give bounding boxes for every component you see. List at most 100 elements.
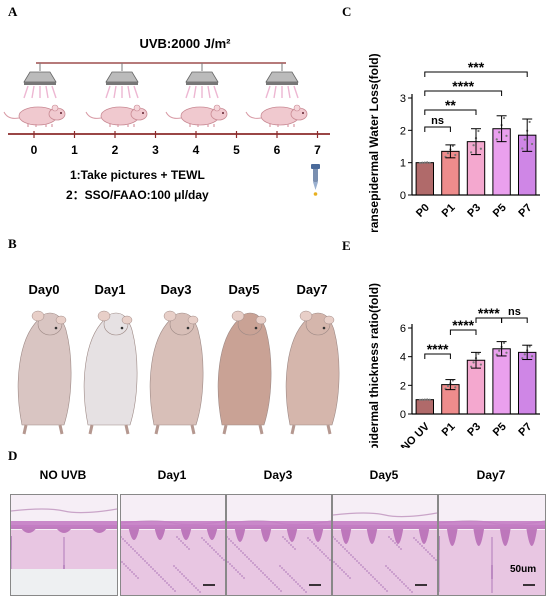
panel-letter-a: A	[8, 4, 18, 19]
chart-point	[523, 138, 526, 141]
chart-point	[426, 398, 429, 401]
mouse-photo	[83, 310, 138, 435]
chart-ytick-label: 3	[400, 93, 406, 105]
chart-category-label: P3	[465, 421, 483, 439]
timeline-day-label: 1	[71, 143, 78, 157]
chart-point	[446, 384, 450, 388]
chart-point	[530, 355, 534, 358]
significance-label: ns	[508, 306, 521, 318]
histology-image	[10, 494, 118, 596]
chart-point	[521, 147, 524, 150]
uv-lamp-icon	[105, 63, 139, 99]
panel-b-photos: Day0 Day1 Day3 Day5 Day7	[0, 240, 340, 440]
panel-letter-c: C	[342, 4, 352, 19]
chart-point	[470, 365, 473, 368]
significance-bracket: ns	[501, 306, 528, 323]
chart-ytick-label: 6	[400, 323, 406, 335]
chart-point	[530, 142, 534, 146]
chart-ytick-label: 4	[400, 352, 406, 364]
histology-label: Day5	[369, 468, 399, 482]
significance-label: ****	[478, 305, 500, 321]
chart-ytick-label: 0	[400, 190, 406, 202]
significance-bracket: ****	[475, 305, 503, 323]
histology-image	[120, 494, 226, 596]
chart-point	[502, 116, 506, 120]
mouse-photo	[285, 310, 340, 435]
dropper-icon	[311, 164, 320, 196]
chart-point	[528, 120, 531, 124]
significance-bracket: ****	[424, 341, 451, 359]
chart-bar	[415, 162, 435, 196]
timeline-drawing: 0 1 2 3 4 5 6 7	[3, 62, 330, 196]
chart-point	[426, 161, 429, 164]
chart-point	[495, 138, 498, 141]
chart-point	[528, 345, 531, 348]
chart-category-label: NO UV	[399, 420, 433, 448]
chart-point	[498, 349, 501, 352]
chart-point	[428, 161, 431, 164]
uv-lamp-icon	[185, 63, 219, 99]
chart-point	[477, 352, 480, 355]
chart-ylabel: Epidermal thickness ratio(fold)	[367, 283, 381, 448]
histology-image	[332, 494, 438, 596]
uvb-dose-label: UVB:2000 J/m²	[139, 36, 231, 51]
chart-ytick-label: 0	[400, 409, 406, 421]
chart-point	[423, 161, 426, 164]
chart-point	[505, 351, 508, 354]
timeline-day-label: 0	[31, 143, 38, 157]
chart-point	[418, 161, 422, 165]
timeline-axis: 0 1 2 3 4 5 6 7	[8, 131, 330, 157]
chart-point	[428, 398, 431, 401]
photo-day-label: Day5	[228, 282, 260, 297]
significance-bracket: ns	[424, 115, 451, 132]
photo-day-label: Day7	[296, 282, 328, 297]
panel-d-histology: NO UVB Day1 Day3 Day5 Day7 50um	[0, 458, 550, 601]
panel-a-timeline: UVB:2000 J/m² 0 1 2 3 4 5 6 7 1:Take pictures +…	[0, 0, 340, 230]
chart-point	[421, 161, 424, 164]
chart-epidermal-thickness: Epidermal thickness ratio(fold) 0 2 4 6 NO UV…	[367, 283, 540, 448]
chart-point	[498, 131, 501, 134]
chart-category-label: P7	[516, 202, 534, 220]
chart-ytick-label: 2	[400, 380, 406, 392]
timeline-note-2: 2：SSO/FAAO:100 μl/day	[66, 188, 209, 202]
chart-tewl: Transepidermal Water Loss(fold) 0 1 2 3 P0 P1 P…	[367, 53, 540, 232]
mouse-photo	[149, 310, 204, 435]
panel-letter-d: D	[8, 448, 18, 463]
chart-category-label: P7	[516, 421, 534, 439]
uv-lamp-icon	[23, 63, 57, 99]
significance-bracket: ****	[424, 78, 503, 96]
chart-point	[523, 353, 526, 356]
chart-point	[479, 147, 482, 150]
chart-point	[472, 144, 475, 147]
mouse-icon	[85, 104, 148, 127]
mouse-icon	[245, 104, 308, 127]
chart-category-label: P1	[440, 421, 458, 439]
chart-point	[423, 398, 426, 401]
mouse-photo	[17, 310, 72, 435]
chart-point	[472, 361, 475, 364]
mice-row	[3, 104, 308, 127]
timeline-day-label: 2	[112, 143, 119, 157]
histology-label: Day1	[157, 468, 187, 482]
chart-point	[418, 398, 422, 401]
chart-category-label: P0	[414, 202, 432, 220]
chart-ylabel: Transepidermal Water Loss(fold)	[367, 53, 381, 232]
chart-category-label: P1	[440, 202, 458, 220]
significance-label: ****	[452, 78, 474, 94]
mouse-icon	[3, 104, 66, 127]
photo-day-label: Day1	[94, 282, 126, 297]
mouse-photo	[217, 310, 272, 435]
significance-bracket: ****	[449, 317, 477, 335]
chart-point	[495, 353, 498, 356]
chart-bar	[415, 399, 435, 415]
scale-bar-label: 50um	[510, 564, 537, 575]
chart-point	[454, 386, 457, 389]
chart-point	[479, 363, 482, 366]
chart-point	[470, 151, 473, 154]
chart-ytick-label: 2	[400, 125, 406, 137]
chart-bar	[492, 348, 511, 415]
chart-ytick-label: 1	[400, 158, 406, 170]
chart-point	[454, 153, 457, 157]
chart-point	[421, 398, 424, 401]
chart-point	[446, 152, 450, 155]
